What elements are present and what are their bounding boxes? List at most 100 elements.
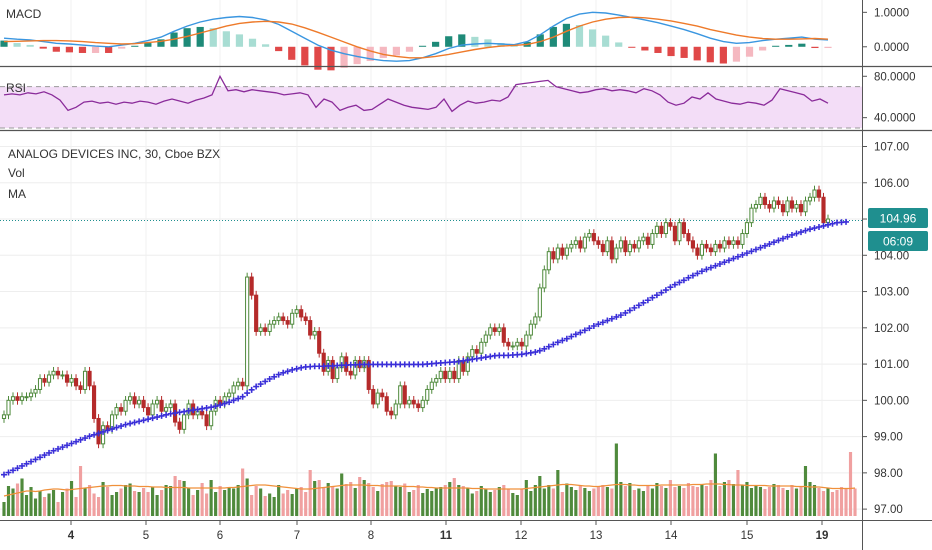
volume-bar <box>574 490 578 516</box>
ma-point <box>806 226 813 233</box>
volume-bar <box>241 468 245 516</box>
volume-bar <box>187 488 191 516</box>
candle <box>447 366 452 383</box>
time-axis[interactable]: 4 5 6 7 8 11 12 13 14 15 19 <box>68 520 829 542</box>
volume-bar <box>542 488 546 516</box>
ma-point <box>811 225 818 232</box>
volume-bar <box>826 488 830 516</box>
volume-bar <box>488 492 492 516</box>
candle-body-up <box>1 414 7 419</box>
volume-bar <box>790 485 794 516</box>
ma-point <box>145 416 152 423</box>
candle <box>519 337 524 351</box>
candlesticks <box>1 185 831 449</box>
candle <box>731 236 736 249</box>
volume-bar <box>407 492 411 516</box>
candle <box>321 348 326 376</box>
candle-body-up <box>654 225 659 235</box>
volume-bar <box>727 480 731 516</box>
candle <box>375 388 380 409</box>
candle-body-up <box>312 330 317 336</box>
ma-point <box>595 321 602 328</box>
rsi-pane[interactable]: RSI <box>0 74 862 129</box>
macd-histogram-bar <box>732 46 741 62</box>
candle <box>789 196 795 213</box>
candle-body-up <box>663 222 668 235</box>
candle-body-down <box>249 276 254 296</box>
ma-point <box>136 418 143 425</box>
candle <box>155 395 160 409</box>
volume-bar <box>105 487 110 516</box>
last-price-badge-bg <box>868 208 928 228</box>
candle-body-down <box>672 225 677 242</box>
candle-body-down <box>551 251 556 260</box>
candle <box>614 243 619 264</box>
volume-bar <box>781 488 785 516</box>
candle-body-down <box>816 189 822 198</box>
candle <box>37 374 43 394</box>
macd-signal-line <box>3 16 829 59</box>
volume-bar <box>151 487 155 516</box>
ma-point <box>118 423 125 430</box>
candle <box>479 337 484 358</box>
candle-body-up <box>771 200 777 209</box>
candle-body-down <box>780 204 786 213</box>
volume-bar <box>101 482 105 516</box>
candle <box>87 366 92 391</box>
ma-point <box>541 345 548 352</box>
date-tick-label: 13 <box>590 530 603 542</box>
macd-pane[interactable]: MACD <box>0 7 832 71</box>
candle <box>429 377 434 394</box>
candle-body-up <box>46 374 52 383</box>
ma-point <box>271 373 278 380</box>
ma-point <box>55 445 62 452</box>
volume-bar <box>223 490 227 516</box>
volume-bar <box>272 497 276 516</box>
candle-body-up <box>128 396 133 401</box>
price-pane[interactable]: ANALOG DEVICES INC, 30, Cboe BZX Vol MA <box>0 147 862 516</box>
candle <box>618 236 623 253</box>
chart-title: ANALOG DEVICES INC, 30, Cboe BZX <box>8 147 220 161</box>
candle-body-up <box>614 247 619 260</box>
candle <box>605 236 610 257</box>
volume-bar <box>479 486 483 516</box>
candle <box>807 192 813 206</box>
candle-body-up <box>447 370 452 380</box>
volume-bar <box>96 497 101 516</box>
volume-bar <box>268 493 272 516</box>
candle <box>348 366 353 380</box>
ma-point <box>676 279 683 286</box>
candle-body-down <box>380 392 385 398</box>
volume-bar <box>398 487 402 516</box>
volume-bar <box>565 483 569 516</box>
candle <box>794 200 799 213</box>
candle-body-down <box>632 243 637 249</box>
candle <box>758 192 763 209</box>
candle-body-down <box>321 352 326 372</box>
volume-bar <box>371 487 375 516</box>
candle-body-down <box>735 240 741 245</box>
candle-body-up <box>28 392 34 398</box>
candle <box>10 392 16 405</box>
candle-body-down <box>281 316 286 322</box>
candle <box>686 229 691 246</box>
volume-bar <box>232 488 236 516</box>
volume-bar <box>664 488 668 516</box>
candle-body-up <box>33 388 38 394</box>
volume-bar <box>776 485 781 516</box>
volume-bar <box>718 486 722 516</box>
candle-body-down <box>285 320 290 325</box>
macd-histogram-bar <box>458 34 466 47</box>
candle-body-up <box>569 243 574 249</box>
candle <box>771 196 777 213</box>
volume-bar <box>632 490 636 516</box>
candle <box>785 196 790 217</box>
macd-histogram-bar <box>680 46 688 58</box>
volume-bar <box>619 482 623 516</box>
ma-point <box>815 224 822 231</box>
candle <box>6 395 11 420</box>
volume-bar <box>263 496 267 516</box>
candle-body-up <box>636 240 641 249</box>
ma-point <box>604 317 611 324</box>
